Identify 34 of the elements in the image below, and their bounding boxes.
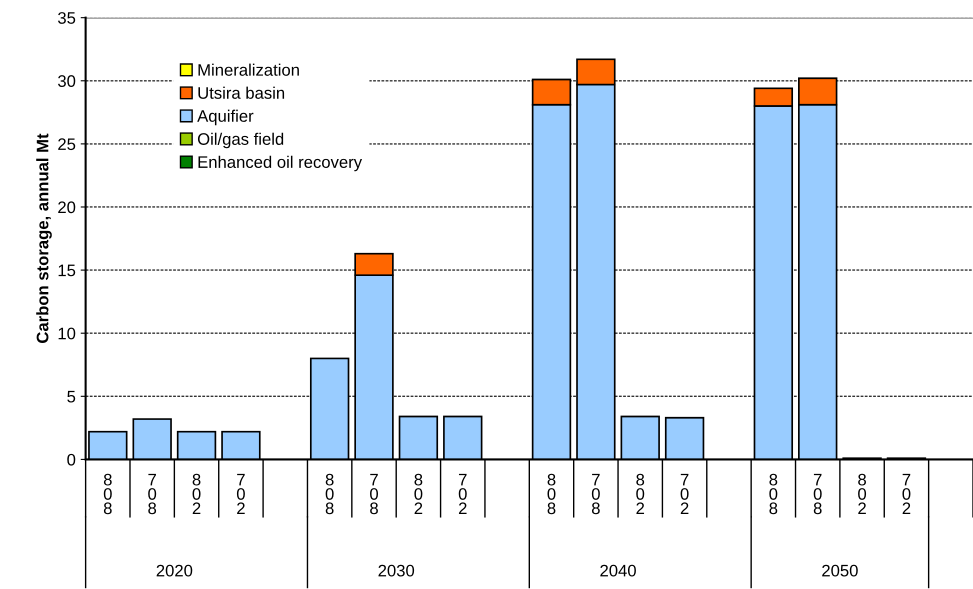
y-tick-label: 30 <box>58 75 76 87</box>
legend-label: Enhanced oil recovery <box>198 156 362 172</box>
x-tick-label: 802 <box>414 474 422 514</box>
x-tick-label: 702 <box>458 474 467 514</box>
x-tick-label: 802 <box>636 474 644 514</box>
y-tick-label: 10 <box>58 328 76 340</box>
x-tick-label: 708 <box>370 474 378 514</box>
y-tick-label: 20 <box>58 201 76 214</box>
y-tick-label: 0 <box>67 454 76 466</box>
legend-label: Mineralization <box>198 64 299 76</box>
text: 2030 <box>378 564 414 577</box>
legend-label: Oil/gas field <box>198 132 284 148</box>
x-tick-label: 702 <box>902 474 910 514</box>
x-tick-label: 702 <box>236 474 245 514</box>
text: 2050 <box>822 564 858 577</box>
x-tick-label: 708 <box>148 474 156 514</box>
y-tick-label: 25 <box>58 138 76 150</box>
x-tick-label: 808 <box>769 474 778 514</box>
y-tick-label: 35 <box>58 12 76 24</box>
x-tick-label: 808 <box>326 474 334 514</box>
x-tick-label: 808 <box>548 474 556 514</box>
y-axis-title: Carbon storage, annual Mt <box>36 134 52 343</box>
y-tick-label: 5 <box>67 390 76 403</box>
x-tick-label: 708 <box>592 474 600 514</box>
x-tick-label: 708 <box>814 474 822 514</box>
y-tick-label: 15 <box>58 264 76 276</box>
text: 2020 <box>156 564 192 577</box>
text: 2040 <box>600 564 636 577</box>
legend-label: Utsira basin <box>198 86 284 99</box>
x-tick-label: 802 <box>858 474 866 514</box>
legend-label: Aquifier <box>197 110 254 126</box>
x-tick-label: 802 <box>192 474 201 514</box>
x-tick-label: 808 <box>104 474 112 514</box>
x-tick-label: 702 <box>680 474 689 514</box>
